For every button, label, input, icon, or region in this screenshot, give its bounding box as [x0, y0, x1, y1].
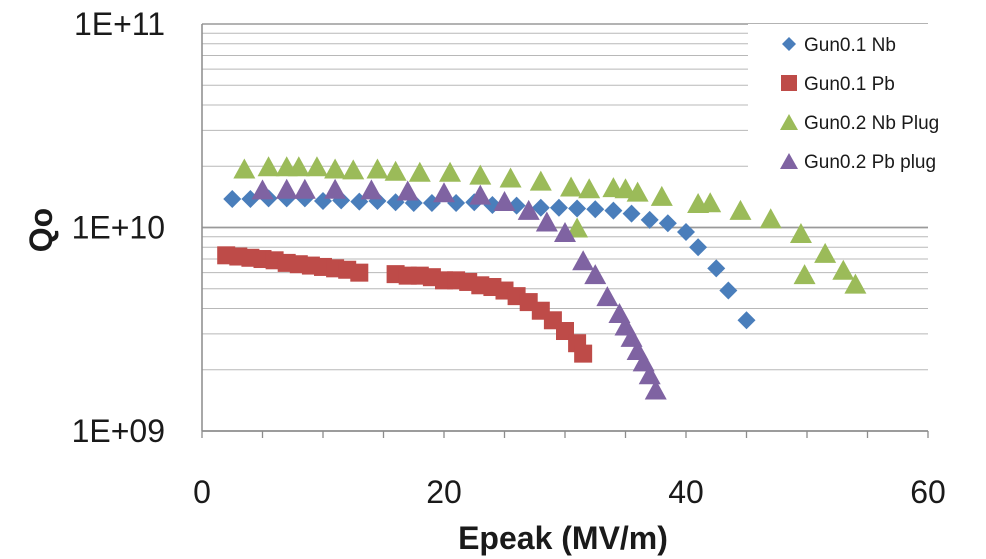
- data-point: [324, 178, 347, 199]
- legend-marker: [780, 153, 798, 169]
- data-point: [223, 190, 242, 209]
- data-point: [251, 179, 274, 200]
- series-2: [217, 246, 593, 363]
- data-point: [554, 222, 576, 243]
- data-point: [433, 182, 455, 203]
- data-point: [507, 196, 526, 215]
- axes: [201, 24, 929, 438]
- legend-entry: Gun0.2 Nb Plug: [780, 113, 939, 134]
- data-point: [737, 311, 756, 330]
- data-point: [529, 170, 552, 191]
- data-point: [707, 259, 726, 278]
- data-point: [439, 161, 462, 182]
- data-point: [572, 250, 595, 271]
- series-4: [251, 178, 667, 400]
- data-point: [644, 379, 667, 400]
- x-tick-label: 0: [193, 474, 211, 510]
- data-point: [275, 178, 298, 199]
- data-point: [586, 200, 605, 219]
- data-point: [832, 259, 855, 280]
- data-point: [396, 180, 419, 201]
- y-tick-label: 1E+10: [72, 210, 165, 246]
- data-point: [626, 181, 649, 202]
- data-point: [566, 217, 589, 238]
- x-axis-title: Epeak (MV/m): [458, 520, 668, 556]
- legend-label: Gun0.1 Nb: [804, 35, 896, 56]
- data-point: [789, 222, 812, 243]
- legend-marker: [782, 37, 796, 51]
- data-point: [622, 204, 641, 223]
- data-point: [233, 158, 256, 179]
- data-point: [366, 158, 389, 179]
- legend-label: Gun0.2 Pb plug: [804, 152, 936, 173]
- x-tick-label: 20: [426, 474, 462, 510]
- data-point: [293, 178, 316, 199]
- y-tick-label: 1E+11: [74, 6, 165, 42]
- legend: Gun0.1 Nb Gun0.1 Pb Gun0.2 Nb Plug Gun0.2 P…: [748, 24, 984, 184]
- data-point: [469, 184, 492, 205]
- data-point: [469, 164, 492, 185]
- data-point: [305, 156, 328, 177]
- legend-marker: [781, 75, 797, 91]
- tick-labels: 0 20 40 60 1E+09 1E+10 1E+11: [72, 6, 946, 510]
- data-point: [257, 156, 280, 177]
- legend-label: Gun0.2 Nb Plug: [804, 113, 939, 134]
- data-point: [689, 238, 708, 257]
- data-point: [793, 264, 816, 285]
- data-point: [578, 178, 601, 199]
- data-point: [729, 199, 752, 220]
- data-point: [531, 198, 550, 217]
- y-axis-title: Qo: [23, 208, 59, 252]
- data-point: [719, 281, 738, 300]
- data-points: [217, 156, 867, 400]
- data-point: [517, 199, 540, 220]
- y-tick-label: 1E+09: [72, 413, 165, 449]
- x-tick-label: 60: [910, 474, 946, 510]
- data-point: [549, 198, 568, 217]
- x-tick-label: 40: [668, 474, 704, 510]
- data-point: [650, 185, 673, 206]
- data-point: [384, 160, 407, 181]
- data-point: [350, 263, 369, 282]
- data-point: [568, 199, 587, 218]
- data-point: [342, 159, 365, 180]
- data-point: [560, 176, 583, 197]
- data-point: [287, 156, 310, 177]
- data-point: [844, 273, 867, 294]
- data-point: [699, 192, 722, 213]
- data-point: [535, 211, 558, 232]
- data-point: [638, 364, 661, 385]
- legend-marker: [780, 114, 798, 130]
- series-3: [233, 156, 867, 294]
- data-point: [324, 158, 347, 179]
- data-point: [360, 179, 383, 200]
- data-point: [640, 210, 659, 229]
- data-point: [596, 286, 619, 307]
- legend-entry: Gun0.2 Pb plug: [780, 152, 936, 173]
- data-point: [814, 242, 837, 263]
- legend-entry: Gun0.1 Pb: [781, 74, 895, 95]
- data-point: [408, 161, 431, 182]
- data-point: [614, 178, 637, 199]
- legend-entry: Gun0.1 Nb: [782, 35, 896, 56]
- data-point: [493, 190, 516, 211]
- legend-label: Gun0.1 Pb: [804, 74, 895, 95]
- data-point: [499, 167, 522, 188]
- data-point: [584, 264, 607, 285]
- data-point: [658, 214, 677, 233]
- data-point: [604, 201, 623, 220]
- data-point: [759, 208, 782, 229]
- data-point: [574, 344, 593, 363]
- data-point: [677, 223, 695, 242]
